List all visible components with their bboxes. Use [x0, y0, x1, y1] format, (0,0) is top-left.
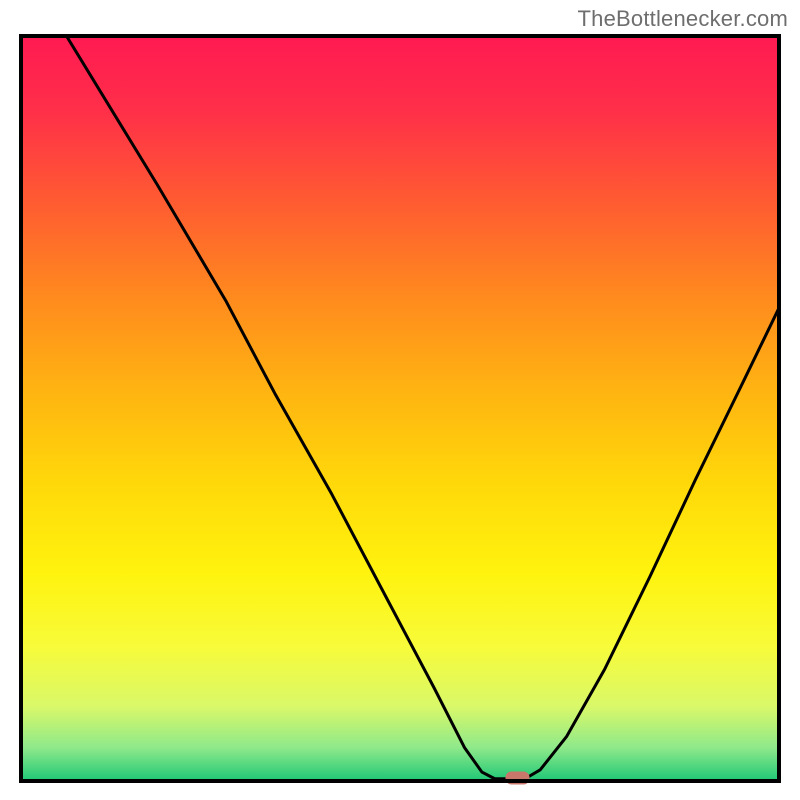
bottleneck-curve-chart	[0, 0, 800, 800]
chart-stage: TheBottlenecker.com	[0, 0, 800, 800]
